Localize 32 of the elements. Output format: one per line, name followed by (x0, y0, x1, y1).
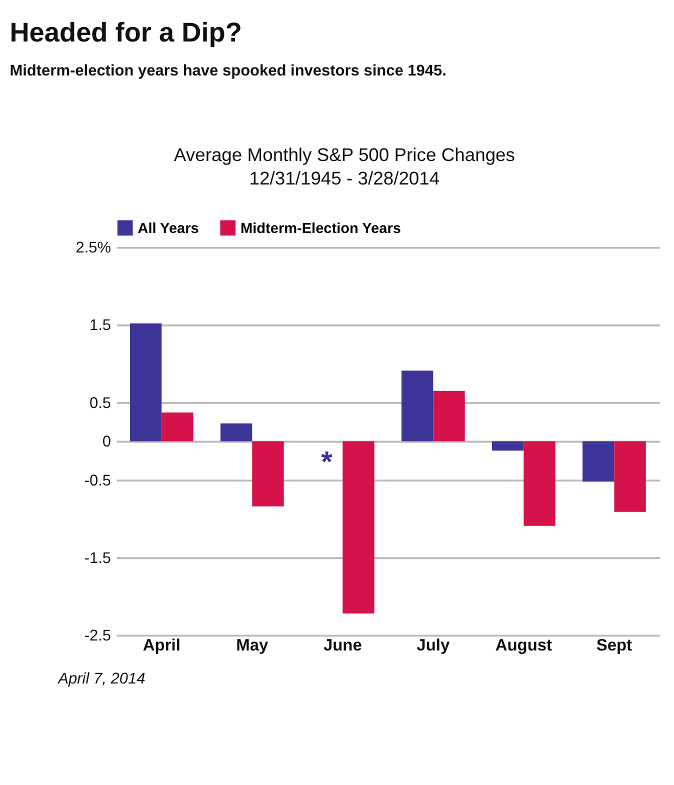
text: April 7, 2014 (57, 670, 146, 688)
bar (401, 370, 434, 442)
bar (582, 441, 614, 482)
bar (130, 323, 162, 442)
x-tick-label: April (142, 636, 180, 654)
x-tick-label: Sept (596, 636, 633, 654)
y-tick-label: -0.5 (84, 472, 112, 490)
y-tick-label: 0 (102, 434, 112, 451)
x-tick-label: July (416, 636, 450, 654)
bar (220, 423, 252, 442)
bar (162, 412, 194, 442)
y-tick-label: 2.5% (76, 240, 112, 257)
x-tick-label: August (495, 636, 553, 654)
chart-subtitle: Midterm-election years have spooked investors since 1945. (10, 62, 446, 80)
bar (614, 441, 646, 512)
y-tick-label: 0.5 (89, 394, 112, 412)
text: Average Monthly S&P 500 Price Changes (174, 144, 516, 165)
bar (342, 441, 374, 614)
bar (492, 441, 524, 451)
y-tick-label: -2.5 (84, 628, 112, 645)
text: 12/31/1945 - 3/28/2014 (249, 167, 440, 188)
legend-label: Midterm-Election Years (240, 220, 401, 237)
x-tick-label: May (236, 636, 269, 654)
bar (433, 390, 465, 442)
annotation: * (321, 446, 334, 478)
y-tick-label: -1.5 (84, 550, 112, 567)
bar (524, 441, 556, 526)
x-tick-label: June (323, 636, 362, 654)
y-tick-label: 1.5 (89, 317, 112, 334)
bar (252, 441, 284, 506)
legend-label: All Years (138, 220, 199, 237)
chart-title: Headed for a Dip? (10, 16, 242, 48)
